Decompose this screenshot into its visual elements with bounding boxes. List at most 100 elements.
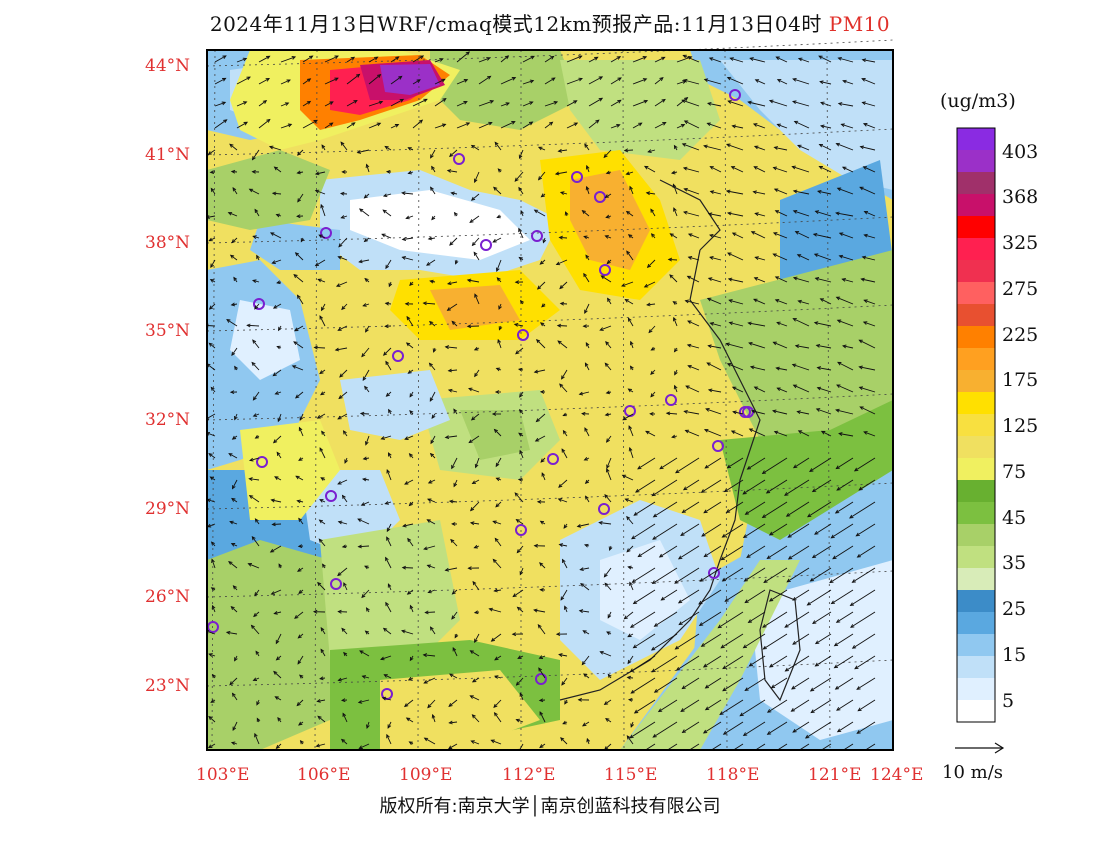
- wind-arrowhead: [727, 252, 732, 257]
- wind-arrowhead: [745, 754, 748, 757]
- wind-arrowhead: [559, 383, 564, 388]
- wind-vector: [582, 630, 590, 635]
- wind-vector: [766, 479, 788, 494]
- wind-arrowhead: [273, 166, 278, 171]
- wind-arrowhead: [673, 207, 677, 212]
- wind-arrowhead: [681, 685, 686, 690]
- wind-arrowhead: [658, 553, 664, 558]
- wind-arrowhead: [792, 77, 797, 82]
- wind-arrowhead: [819, 80, 824, 85]
- wind-arrowhead: [772, 253, 777, 257]
- wind-vector: [775, 210, 788, 217]
- wind-arrowhead: [514, 280, 520, 285]
- wind-arrowhead: [606, 467, 610, 473]
- wind-arrowhead: [703, 509, 708, 514]
- wind-vector: [860, 146, 876, 151]
- wind-vector: [302, 55, 313, 63]
- wind-arrowhead: [646, 263, 652, 269]
- wind-arrowhead: [356, 150, 362, 154]
- wind-arrowhead: [492, 558, 497, 563]
- wind-vector: [600, 651, 612, 657]
- wind-vector: [814, 523, 832, 535]
- wind-vector: [544, 101, 558, 107]
- wind-vector: [324, 77, 339, 85]
- wind-vector: [478, 57, 490, 63]
- wind-vector: [249, 457, 260, 461]
- station-marker: [480, 239, 492, 251]
- wind-arrowhead: [766, 555, 771, 560]
- wind-vector: [516, 545, 524, 553]
- wind-vector: [275, 696, 282, 701]
- colorbar-segment: [957, 282, 995, 305]
- wind-arrowhead: [319, 315, 324, 320]
- wind-vector: [346, 122, 356, 129]
- wind-vector: [429, 321, 436, 327]
- wind-arrowhead: [585, 495, 589, 500]
- wind-arrowhead: [469, 507, 475, 512]
- wind-vector: [710, 166, 722, 173]
- colorbar-segment: [957, 546, 995, 569]
- wind-vector: [231, 498, 238, 503]
- wind-arrowhead: [616, 124, 621, 128]
- wind-arrowhead: [792, 384, 798, 389]
- wind-arrowhead: [469, 219, 474, 224]
- wind-arrowhead: [519, 299, 524, 305]
- wind-arrowhead: [537, 623, 542, 629]
- wind-arrowhead: [228, 453, 233, 457]
- wind-arrowhead: [753, 386, 759, 391]
- wind-arrowhead: [792, 464, 798, 469]
- wind-arrowhead: [273, 670, 278, 675]
- wind-arrowhead: [451, 320, 456, 325]
- wind-vector: [720, 633, 744, 649]
- wind-arrowhead: [837, 361, 842, 366]
- wind-arrowhead: [560, 737, 565, 742]
- lon-label: 106°E: [297, 765, 351, 785]
- wind-arrowhead: [661, 56, 666, 61]
- wind-vector: [726, 190, 744, 195]
- wind-arrowhead: [627, 633, 632, 638]
- wind-vector: [500, 102, 510, 107]
- wind-vector: [606, 435, 612, 443]
- wind-vector: [812, 611, 832, 624]
- wind-arrowhead: [558, 483, 563, 488]
- wind-vector: [658, 699, 678, 712]
- wind-vector: [728, 278, 744, 283]
- wind-arrowhead: [474, 463, 479, 469]
- wind-arrowhead: [559, 285, 564, 290]
- wind-vector: [539, 711, 546, 723]
- wind-vector: [495, 501, 502, 508]
- wind-arrowhead: [515, 519, 520, 523]
- wind-arrowhead: [318, 538, 323, 543]
- wind-vector: [654, 122, 666, 129]
- wind-arrowhead: [424, 610, 429, 615]
- wind-arrowhead: [361, 675, 366, 679]
- wind-vector: [675, 633, 700, 650]
- wind-vector: [750, 57, 766, 63]
- wind-arrowhead: [862, 321, 868, 325]
- wind-vector: [762, 611, 788, 628]
- wind-vector: [701, 523, 722, 537]
- wind-vector: [512, 589, 524, 597]
- wind-vector: [337, 567, 348, 576]
- wind-arrowhead: [429, 626, 434, 631]
- wind-vector: [820, 125, 832, 129]
- wind-arrowhead: [726, 76, 732, 81]
- wind-vector: [857, 545, 876, 558]
- wind-arrowhead: [603, 573, 608, 578]
- wind-arrowhead: [538, 698, 544, 703]
- wind-arrowhead: [423, 680, 428, 684]
- wind-arrowhead: [395, 56, 400, 61]
- wind-arrowhead: [558, 653, 563, 657]
- wind-arrowhead: [251, 279, 257, 284]
- wind-arrowhead: [518, 432, 523, 437]
- wind-vector: [754, 386, 766, 393]
- wind-arrowhead: [797, 57, 803, 62]
- wind-arrowhead: [211, 558, 215, 563]
- wind-arrowhead: [270, 498, 275, 503]
- wind-arrowhead: [643, 99, 649, 104]
- wind-arrowhead: [357, 518, 362, 523]
- wind-vector: [516, 677, 524, 686]
- wind-vector: [493, 520, 502, 525]
- wind-arrowhead: [680, 708, 685, 712]
- wind-vector: [588, 97, 603, 107]
